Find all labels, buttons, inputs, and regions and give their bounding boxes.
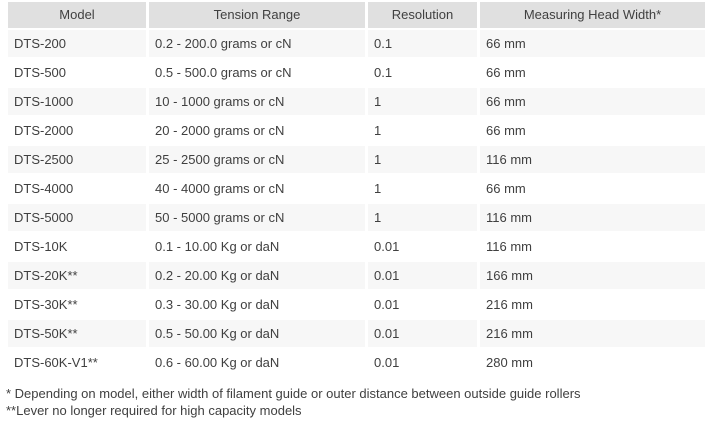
cell-resolution: 0.1 <box>368 59 477 86</box>
table-row: DTS-1000 10 - 1000 grams or cN 1 66 mm <box>8 88 705 115</box>
cell-model: DTS-10K <box>8 233 146 260</box>
cell-tension-range: 0.6 - 60.00 Kg or daN <box>149 349 365 376</box>
table-row: DTS-200 0.2 - 200.0 grams or cN 0.1 66 mm <box>8 30 705 57</box>
table-row: DTS-20K** 0.2 - 20.00 Kg or daN 0.01 166 mm <box>8 262 705 289</box>
cell-resolution: 1 <box>368 117 477 144</box>
cell-resolution: 1 <box>368 175 477 202</box>
column-header-measuring-head-width: Measuring Head Width* <box>480 2 705 28</box>
cell-tension-range: 0.2 - 20.00 Kg or daN <box>149 262 365 289</box>
spec-table-header: Model Tension Range Resolution Measuring… <box>8 2 705 28</box>
cell-tension-range: 10 - 1000 grams or cN <box>149 88 365 115</box>
cell-head-width: 216 mm <box>480 291 705 318</box>
footnote-measuring-head-width: * Depending on model, either width of fi… <box>6 386 581 401</box>
table-row: DTS-50K** 0.5 - 50.00 Kg or daN 0.01 216 mm <box>8 320 705 347</box>
table-row: DTS-10K 0.1 - 10.00 Kg or daN 0.01 116 mm <box>8 233 705 260</box>
column-header-resolution: Resolution <box>368 2 477 28</box>
table-row: DTS-500 0.5 - 500.0 grams or cN 0.1 66 mm <box>8 59 705 86</box>
cell-resolution: 0.01 <box>368 291 477 318</box>
column-header-tension-range: Tension Range <box>149 2 365 28</box>
table-row: DTS-5000 50 - 5000 grams or cN 1 116 mm <box>8 204 705 231</box>
cell-tension-range: 40 - 4000 grams or cN <box>149 175 365 202</box>
cell-head-width: 66 mm <box>480 59 705 86</box>
cell-tension-range: 25 - 2500 grams or cN <box>149 146 365 173</box>
table-row: DTS-2000 20 - 2000 grams or cN 1 66 mm <box>8 117 705 144</box>
cell-head-width: 66 mm <box>480 30 705 57</box>
cell-model: DTS-2000 <box>8 117 146 144</box>
cell-tension-range: 0.3 - 30.00 Kg or daN <box>149 291 365 318</box>
table-row: DTS-30K** 0.3 - 30.00 Kg or daN 0.01 216 mm <box>8 291 705 318</box>
cell-model: DTS-60K-V1** <box>8 349 146 376</box>
cell-tension-range: 0.5 - 50.00 Kg or daN <box>149 320 365 347</box>
cell-head-width: 116 mm <box>480 204 705 231</box>
cell-head-width: 280 mm <box>480 349 705 376</box>
footnote-lever: **Lever no longer required for high capa… <box>6 403 302 418</box>
cell-resolution: 0.01 <box>368 262 477 289</box>
cell-model: DTS-200 <box>8 30 146 57</box>
table-row: DTS-60K-V1** 0.6 - 60.00 Kg or daN 0.01 280… <box>8 349 705 376</box>
cell-head-width: 66 mm <box>480 175 705 202</box>
cell-resolution: 0.01 <box>368 320 477 347</box>
cell-tension-range: 20 - 2000 grams or cN <box>149 117 365 144</box>
cell-resolution: 1 <box>368 88 477 115</box>
cell-head-width: 116 mm <box>480 233 705 260</box>
cell-resolution: 0.01 <box>368 233 477 260</box>
cell-resolution: 1 <box>368 146 477 173</box>
cell-model: DTS-500 <box>8 59 146 86</box>
cell-resolution: 0.01 <box>368 349 477 376</box>
cell-tension-range: 50 - 5000 grams or cN <box>149 204 365 231</box>
table-row: DTS-2500 25 - 2500 grams or cN 1 116 mm <box>8 146 705 173</box>
cell-model: DTS-20K** <box>8 262 146 289</box>
cell-tension-range: 0.2 - 200.0 grams or cN <box>149 30 365 57</box>
cell-model: DTS-30K** <box>8 291 146 318</box>
cell-model: DTS-2500 <box>8 146 146 173</box>
cell-head-width: 166 mm <box>480 262 705 289</box>
cell-tension-range: 0.1 - 10.00 Kg or daN <box>149 233 365 260</box>
cell-head-width: 116 mm <box>480 146 705 173</box>
header-row: Model Tension Range Resolution Measuring… <box>8 2 705 28</box>
cell-resolution: 1 <box>368 204 477 231</box>
spec-table-body: DTS-200 0.2 - 200.0 grams or cN 0.1 66 mm DT… <box>8 30 705 376</box>
footnotes: * Depending on model, either width of fi… <box>6 385 716 419</box>
cell-head-width: 66 mm <box>480 88 705 115</box>
cell-resolution: 0.1 <box>368 30 477 57</box>
cell-model: DTS-1000 <box>8 88 146 115</box>
cell-model: DTS-50K** <box>8 320 146 347</box>
column-header-model: Model <box>8 2 146 28</box>
cell-tension-range: 0.5 - 500.0 grams or cN <box>149 59 365 86</box>
model-spec-table: Model Tension Range Resolution Measuring… <box>5 0 708 378</box>
cell-model: DTS-4000 <box>8 175 146 202</box>
cell-head-width: 66 mm <box>480 117 705 144</box>
cell-model: DTS-5000 <box>8 204 146 231</box>
cell-head-width: 216 mm <box>480 320 705 347</box>
table-row: DTS-4000 40 - 4000 grams or cN 1 66 mm <box>8 175 705 202</box>
